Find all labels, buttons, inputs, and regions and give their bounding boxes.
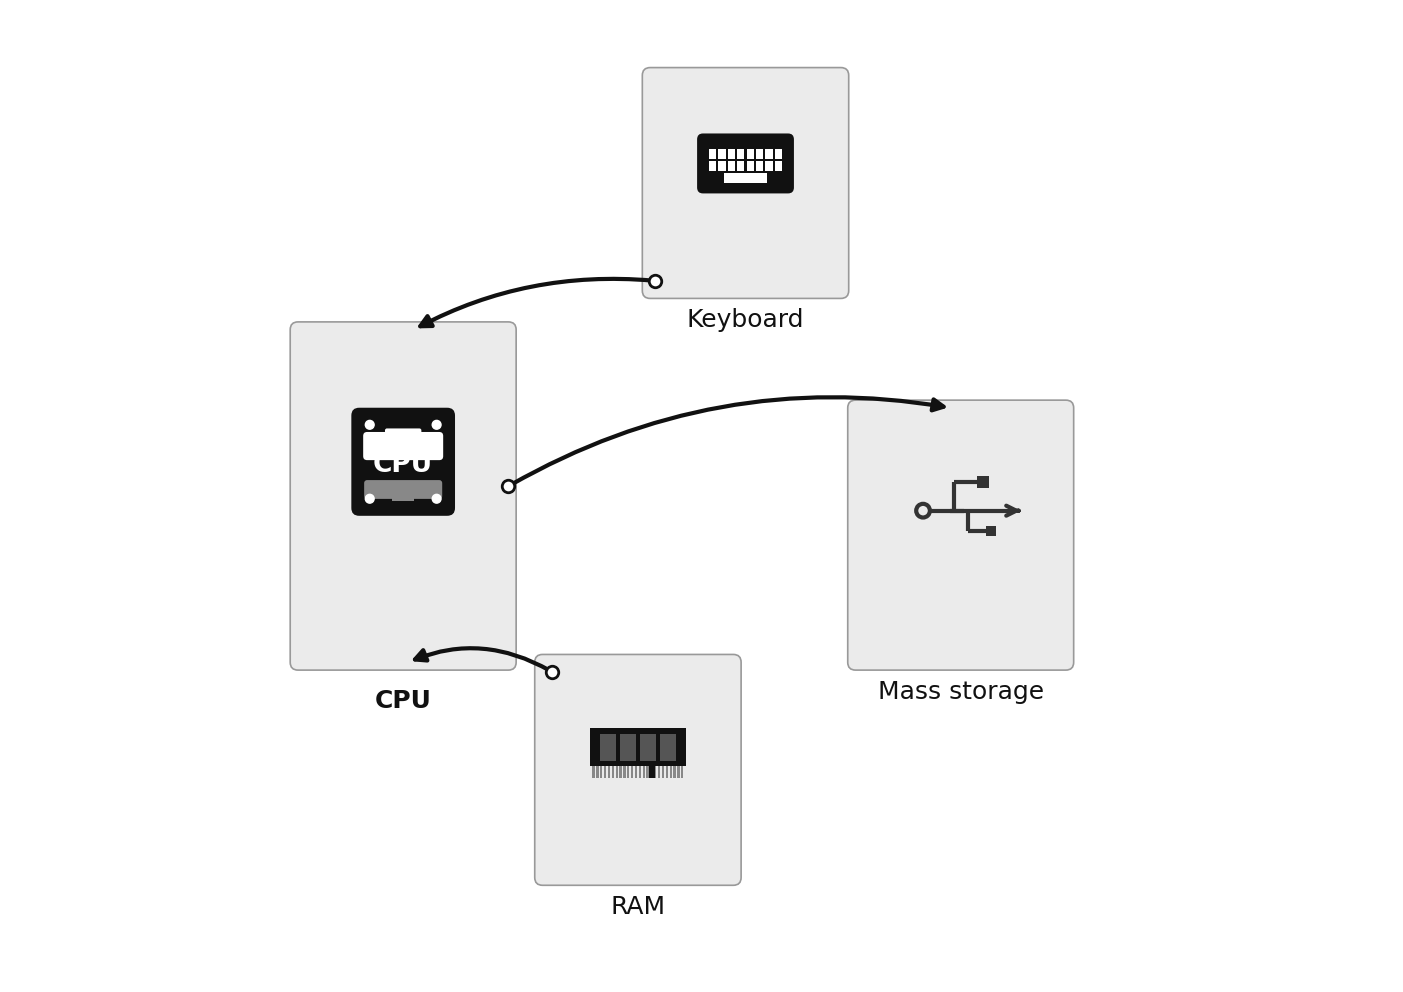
FancyBboxPatch shape <box>535 655 741 885</box>
FancyBboxPatch shape <box>765 149 773 159</box>
FancyBboxPatch shape <box>709 161 717 171</box>
FancyBboxPatch shape <box>728 161 735 171</box>
Bar <box>665 766 668 778</box>
Bar <box>976 476 989 488</box>
FancyBboxPatch shape <box>774 161 781 171</box>
Bar <box>631 766 633 778</box>
FancyBboxPatch shape <box>718 161 725 171</box>
FancyBboxPatch shape <box>718 149 725 159</box>
FancyBboxPatch shape <box>724 173 767 183</box>
Circle shape <box>432 421 441 430</box>
FancyBboxPatch shape <box>756 161 763 171</box>
Bar <box>654 766 657 778</box>
Bar <box>662 766 664 778</box>
Text: Keyboard: Keyboard <box>686 308 804 332</box>
FancyBboxPatch shape <box>847 400 1073 671</box>
FancyBboxPatch shape <box>643 67 849 299</box>
FancyBboxPatch shape <box>709 149 717 159</box>
Text: Mass storage: Mass storage <box>878 680 1044 703</box>
Bar <box>650 766 655 778</box>
Bar <box>619 766 622 778</box>
FancyBboxPatch shape <box>728 149 735 159</box>
Bar <box>669 766 672 778</box>
FancyBboxPatch shape <box>746 149 753 159</box>
FancyBboxPatch shape <box>599 733 616 761</box>
FancyBboxPatch shape <box>697 134 794 193</box>
Text: CPU: CPU <box>375 689 432 713</box>
FancyBboxPatch shape <box>363 432 443 460</box>
Bar <box>612 766 615 778</box>
Bar <box>596 766 599 778</box>
Bar <box>592 766 595 778</box>
Circle shape <box>432 494 441 503</box>
FancyBboxPatch shape <box>351 408 455 516</box>
FancyBboxPatch shape <box>384 429 421 438</box>
Bar <box>673 766 676 778</box>
Bar <box>658 766 661 778</box>
FancyBboxPatch shape <box>774 149 781 159</box>
Bar <box>647 766 648 778</box>
Bar <box>607 766 610 778</box>
Circle shape <box>365 494 375 503</box>
FancyBboxPatch shape <box>737 161 745 171</box>
Text: CPU: CPU <box>373 452 434 478</box>
FancyBboxPatch shape <box>365 480 442 499</box>
FancyBboxPatch shape <box>765 161 773 171</box>
Bar <box>623 766 626 778</box>
Bar <box>603 766 606 778</box>
Bar <box>678 766 679 778</box>
FancyBboxPatch shape <box>737 149 745 159</box>
Bar <box>680 766 683 778</box>
Bar <box>634 766 637 778</box>
FancyBboxPatch shape <box>620 733 636 761</box>
FancyBboxPatch shape <box>756 149 763 159</box>
Text: RAM: RAM <box>610 895 665 919</box>
FancyBboxPatch shape <box>746 161 753 171</box>
Bar <box>600 766 602 778</box>
Bar <box>650 766 652 778</box>
FancyBboxPatch shape <box>393 495 414 501</box>
Bar <box>638 766 641 778</box>
FancyBboxPatch shape <box>290 321 516 671</box>
FancyBboxPatch shape <box>661 733 676 761</box>
FancyBboxPatch shape <box>640 733 657 761</box>
Circle shape <box>365 421 375 430</box>
Bar <box>627 766 630 778</box>
FancyBboxPatch shape <box>589 727 686 766</box>
Bar <box>616 766 617 778</box>
Bar <box>643 766 645 778</box>
Bar <box>986 526 996 537</box>
